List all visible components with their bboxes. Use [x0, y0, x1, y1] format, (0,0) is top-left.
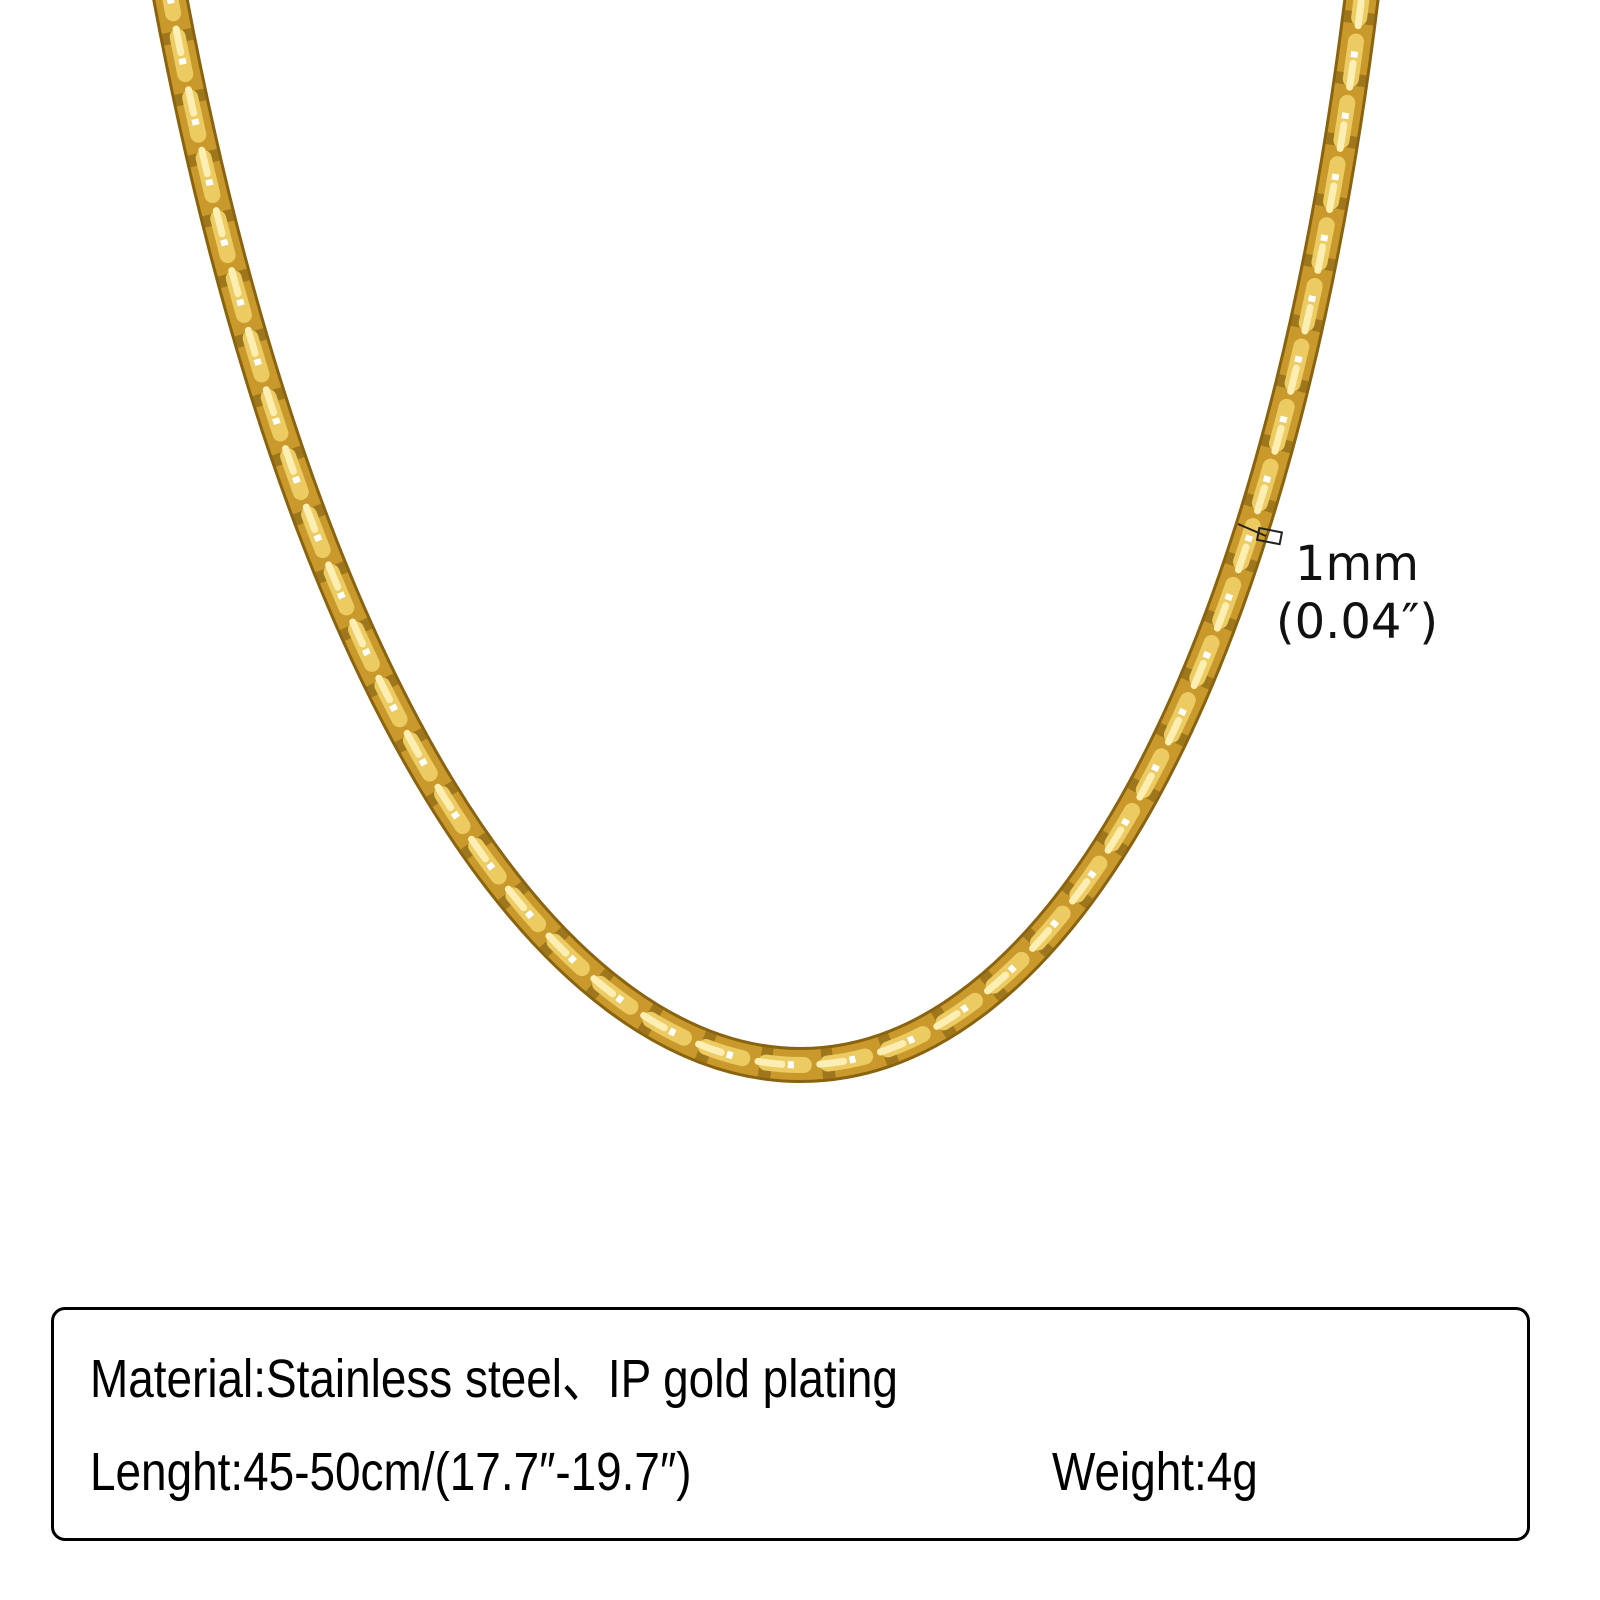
spec-box: Material:Stainless steel、IP gold plating…: [51, 1307, 1530, 1541]
chain-link-hole-path: [167, 0, 1365, 1069]
dimension-leader-tip-box: [1255, 526, 1284, 546]
dimension-leader: [1237, 523, 1284, 546]
chain-body-path: [155, 0, 1377, 1080]
spec-weight-text: Weight:4g: [1052, 1442, 1258, 1502]
chain-joint-shade-path: [155, 0, 1377, 1080]
necklace-chain: [152, 0, 1380, 1083]
chain-highlight-path: [162, 0, 1370, 1073]
chain-glint-path: [167, 0, 1365, 1069]
dimension-leader-line: [1237, 523, 1267, 537]
thickness-mm-label: 1mm: [1294, 536, 1420, 592]
spec-material-text: Material:Stainless steel、IP gold plating: [90, 1349, 898, 1409]
thickness-inch-label: (0.04″): [1275, 594, 1439, 650]
spec-length-text: Lenght:45-50cm/(17.7″-19.7″): [90, 1442, 692, 1502]
thickness-annotation: 1mm (0.04″): [1247, 535, 1467, 651]
chain-outline-path: [152, 0, 1380, 1083]
